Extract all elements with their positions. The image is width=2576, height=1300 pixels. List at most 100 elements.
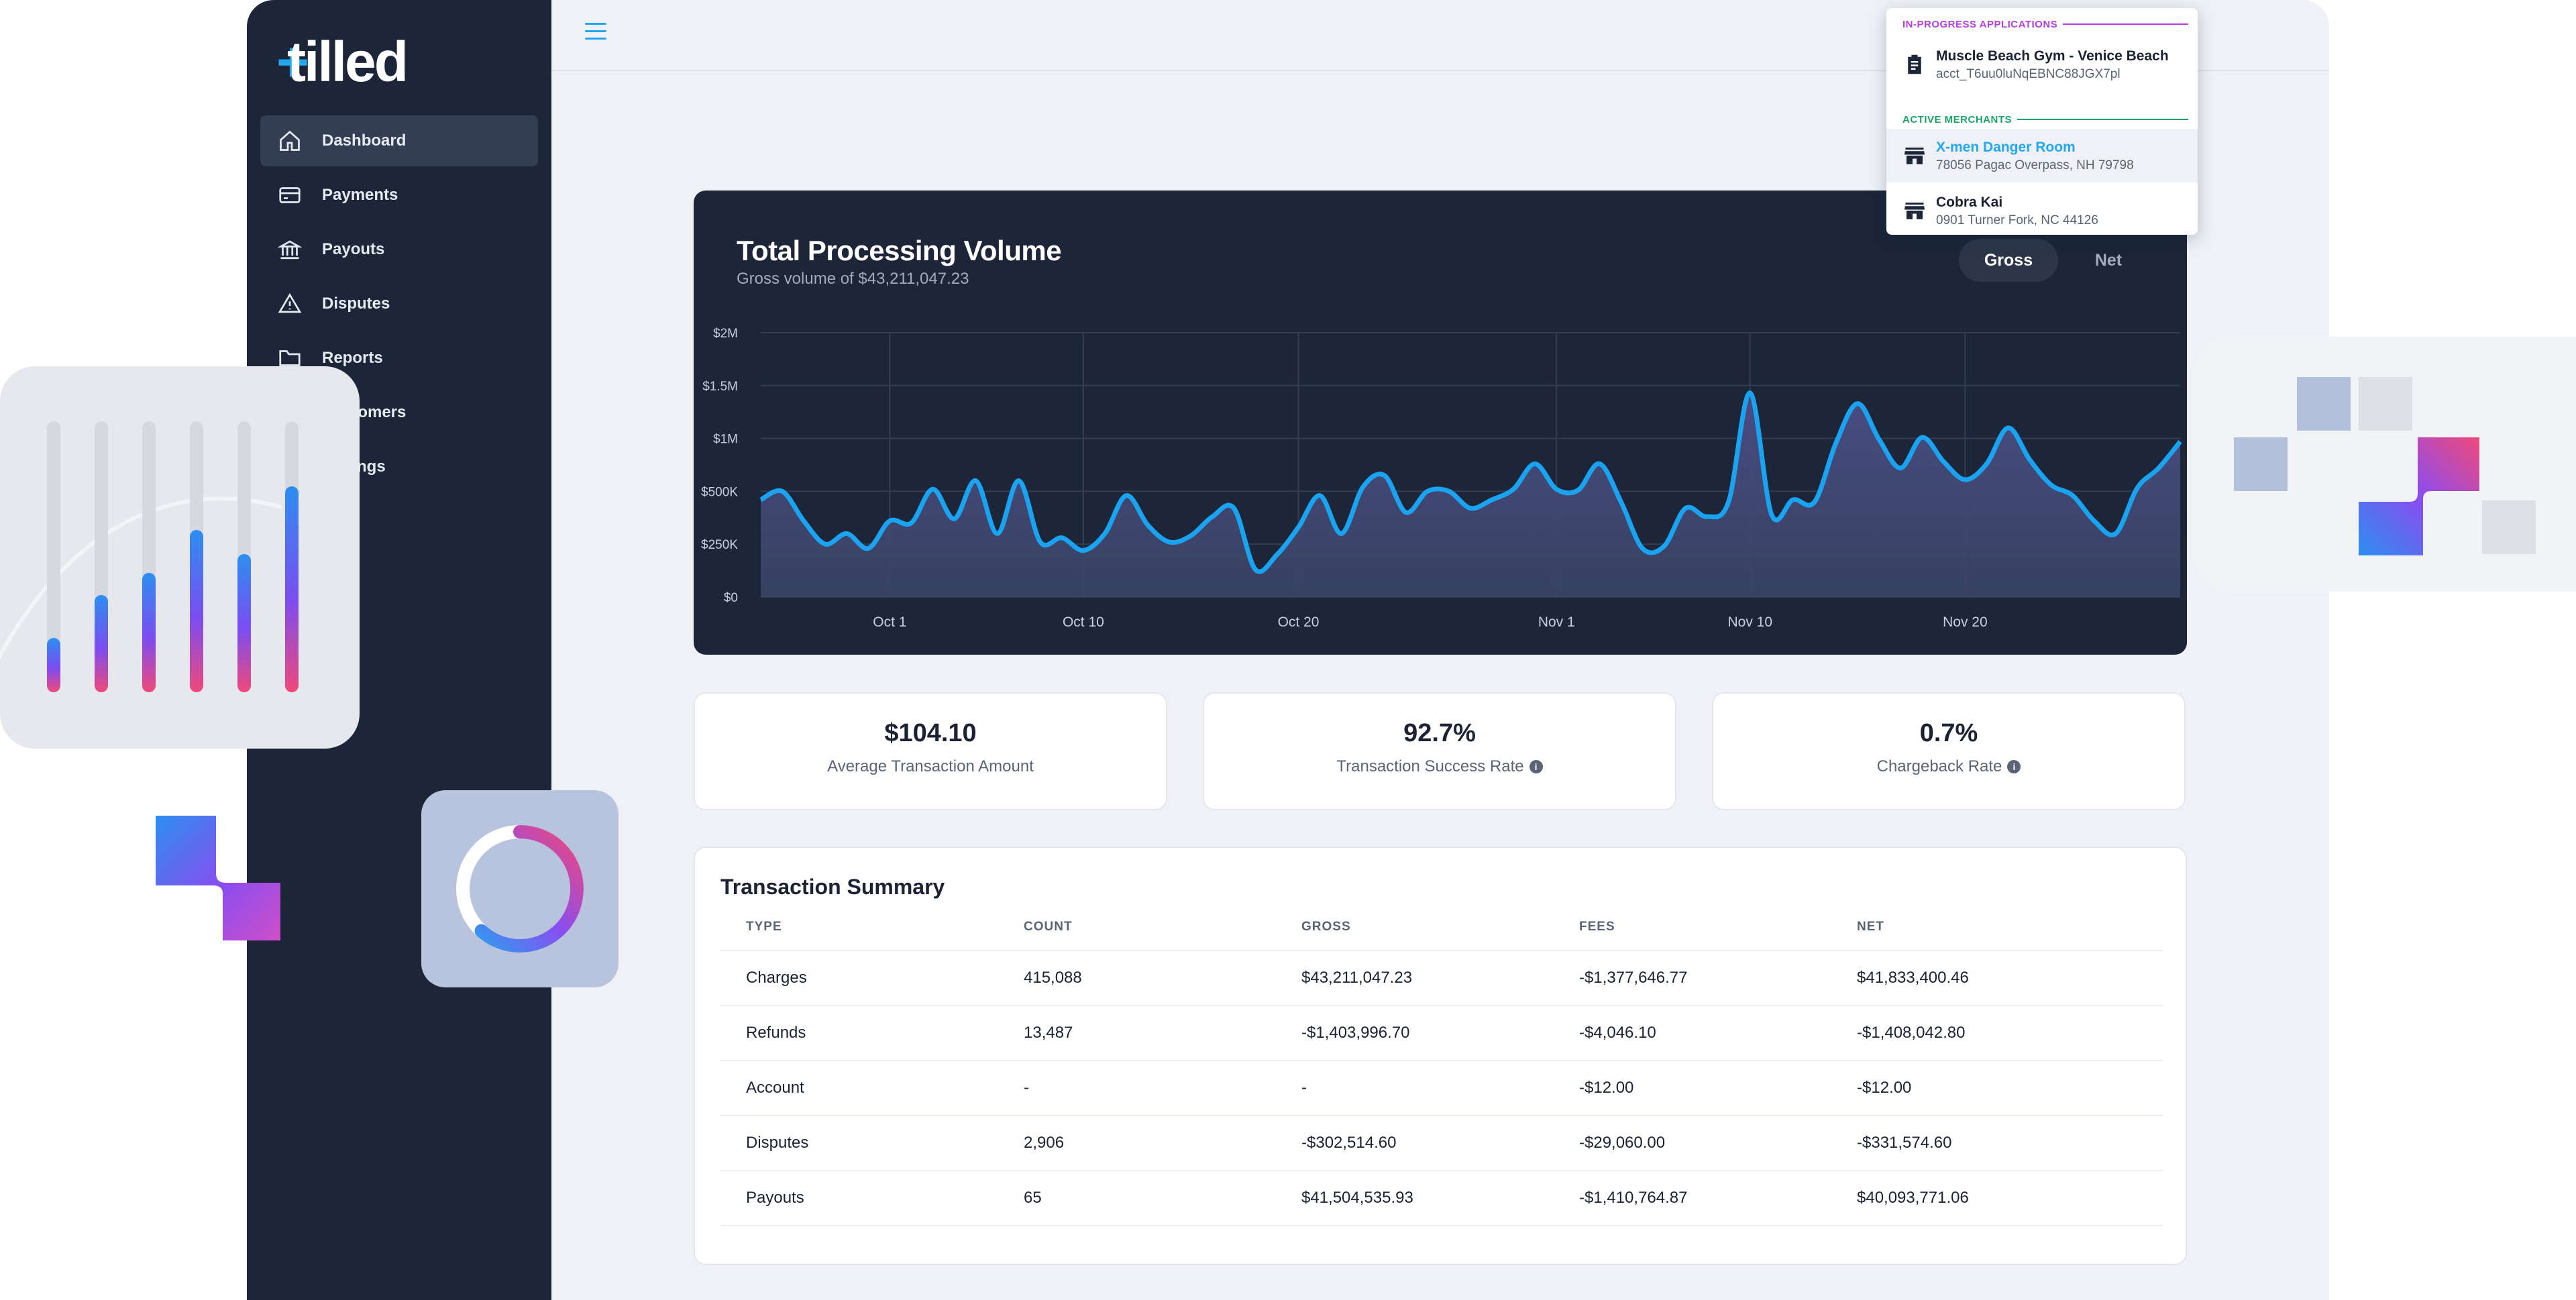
- kpi-label: Transaction Success Rate i: [1204, 757, 1675, 776]
- y-tick-label: $1.5M: [702, 380, 738, 394]
- home-icon: [280, 130, 300, 151]
- x-tick-label: Nov 20: [1943, 614, 1988, 630]
- decor-square: [2359, 377, 2412, 431]
- store-icon: [1904, 203, 1925, 219]
- decor-bar-fill: [47, 638, 60, 692]
- transaction-summary-card: Transaction Summary TYPE COUNT GROSS FEE…: [694, 847, 2187, 1265]
- table-row[interactable]: Payouts 65 $41,504,535.93 -$1,410,764.87…: [720, 1171, 2163, 1226]
- sidebar: +tilled Dashboard Payments Payouts Dispu…: [247, 0, 551, 1300]
- decorative-puzzle-shape-icon: [2359, 437, 2479, 555]
- volume-subtitle: Gross volume of $43,211,047.23: [737, 270, 969, 288]
- decor-square: [2234, 437, 2288, 491]
- table-row[interactable]: Account - - -$12.00 -$12.00: [720, 1061, 2163, 1116]
- decor-square: [2482, 500, 2536, 554]
- summary-title: Transaction Summary: [720, 875, 945, 899]
- application-item[interactable]: Muscle Beach Gym - Venice Beach acct_T6u…: [1886, 38, 2198, 91]
- table-cell: Payouts: [746, 1189, 804, 1207]
- x-tick-label: Oct 20: [1278, 614, 1320, 630]
- y-tick-label: $250K: [701, 538, 738, 552]
- decor-bar-fill: [142, 573, 156, 692]
- table-cell: 65: [1024, 1189, 1042, 1207]
- table-row[interactable]: Refunds 13,487 -$1,403,996.70 -$4,046.10…: [720, 1006, 2163, 1061]
- decorative-curve-icon: [0, 496, 282, 660]
- sidebar-item-reports[interactable]: Reports: [260, 333, 538, 384]
- x-tick-label: Oct 1: [873, 614, 906, 630]
- table-cell: $41,504,535.93: [1301, 1189, 1413, 1207]
- brand-logo[interactable]: +tilled: [276, 30, 409, 95]
- x-tick-label: Nov 10: [1728, 614, 1773, 630]
- donut-ring-icon: [456, 825, 584, 953]
- merchant-address: 78056 Pagac Overpass, NH 79798: [1936, 158, 2134, 172]
- sidebar-item-label: Reports: [322, 349, 383, 367]
- table-cell: $40,093,771.06: [1857, 1189, 1969, 1207]
- table-cell: -$29,060.00: [1579, 1134, 1666, 1152]
- merchant-address: 0901 Turner Fork, NC 44126: [1936, 213, 2098, 227]
- column-header: TYPE: [746, 920, 782, 934]
- x-tick-label: Oct 10: [1063, 614, 1104, 630]
- series-area: [761, 392, 2180, 597]
- warning-icon: [278, 292, 302, 313]
- sidebar-item-dashboard[interactable]: Dashboard: [260, 115, 538, 166]
- merchant-name: X-men Danger Room: [1936, 140, 2076, 155]
- sidebar-item-payments[interactable]: Payments: [260, 170, 538, 221]
- decor-bar-fill: [190, 529, 203, 692]
- info-icon[interactable]: i: [1529, 760, 1543, 773]
- y-tick-label: $500K: [701, 485, 738, 499]
- y-tick-label: $0: [724, 591, 738, 605]
- bank-icon: [278, 240, 302, 260]
- series-line: [759, 390, 2182, 574]
- section-label-text: IN-PROGRESS APPLICATIONS: [1902, 18, 2058, 30]
- table-cell: 2,906: [1024, 1134, 1065, 1152]
- menu-icon[interactable]: [585, 23, 606, 43]
- sidebar-item-label: Disputes: [322, 294, 390, 313]
- table-cell: -: [1301, 1079, 1307, 1097]
- info-icon[interactable]: i: [2007, 760, 2021, 773]
- table-cell: -$331,574.60: [1857, 1134, 1952, 1152]
- gross-toggle-button[interactable]: Gross: [1959, 239, 2058, 282]
- logo-text: tilled: [287, 30, 409, 93]
- table-cell: -$1,410,764.87: [1579, 1189, 1688, 1207]
- sidebar-nav: Dashboard Payments Payouts Disputes Repo…: [260, 115, 538, 496]
- kpi-label-text: Average Transaction Amount: [827, 757, 1034, 775]
- decorative-squares-graphic: [2194, 337, 2576, 592]
- merchant-name: Cobra Kai: [1936, 195, 2003, 210]
- summary-table: TYPE COUNT GROSS FEES NET Charges 415,08…: [720, 904, 2163, 1226]
- x-tick-label: Nov 1: [1538, 614, 1575, 630]
- table-cell: -$302,514.60: [1301, 1134, 1397, 1152]
- table-cell: 415,088: [1024, 969, 1082, 987]
- table-cell: -$1,403,996.70: [1301, 1024, 1410, 1042]
- processing-volume-card: $0 $250K $500K $1M $1.5M $2M Oct 1 Oct 10 Oct 20…: [694, 191, 2187, 655]
- kpi-label: Average Transaction Amount: [695, 757, 1166, 776]
- kpi-card-success-rate: 92.7% Transaction Success Rate i: [1203, 692, 1676, 810]
- y-tick-label: $1M: [713, 433, 738, 447]
- clipboard-icon: [1908, 54, 1921, 74]
- table-cell: -$12.00: [1579, 1079, 1634, 1097]
- net-toggle-button[interactable]: Net: [2094, 250, 2123, 270]
- kpi-value: 0.7%: [1919, 719, 1978, 747]
- section-label-text: ACTIVE MERCHANTS: [1902, 113, 2012, 125]
- store-icon: [1904, 148, 1925, 164]
- table-cell: Disputes: [746, 1134, 809, 1152]
- table-row[interactable]: Disputes 2,906 -$302,514.60 -$29,060.00 …: [720, 1116, 2163, 1171]
- sidebar-item-payouts[interactable]: Payouts: [260, 224, 538, 275]
- column-header: COUNT: [1024, 920, 1073, 934]
- folder-icon: [279, 350, 301, 366]
- table-cell: Account: [746, 1079, 804, 1097]
- sidebar-item-label: Dashboard: [322, 131, 407, 150]
- decor-bar-fill: [237, 553, 251, 692]
- table-row[interactable]: Charges 415,088 $43,211,047.23 -$1,377,6…: [720, 951, 2163, 1006]
- kpi-label: Chargeback Rate i: [1713, 757, 2184, 776]
- sidebar-item-disputes[interactable]: Disputes: [260, 278, 538, 329]
- merchant-item-cobra-kai[interactable]: Cobra Kai 0901 Turner Fork, NC 44126: [1886, 184, 2198, 237]
- table-cell: $43,211,047.23: [1301, 969, 1413, 987]
- logo-mark: +: [276, 30, 309, 93]
- table-cell: Charges: [746, 969, 807, 987]
- kpi-label-text: Transaction Success Rate: [1336, 757, 1524, 775]
- processing-volume-chart: $0 $250K $500K $1M $1.5M $2M Oct 1 Oct 10 Oct 20…: [701, 327, 2182, 630]
- kpi-label-text: Chargeback Rate: [1876, 757, 2002, 775]
- application-name: Muscle Beach Gym - Venice Beach: [1936, 48, 2169, 64]
- decor-square: [2297, 377, 2351, 431]
- volume-title: Total Processing Volume: [737, 235, 1062, 266]
- merchant-item-xmen-danger-room[interactable]: X-men Danger Room 78056 Pagac Overpass, …: [1886, 129, 2198, 182]
- table-cell: -$1,377,646.77: [1579, 969, 1688, 987]
